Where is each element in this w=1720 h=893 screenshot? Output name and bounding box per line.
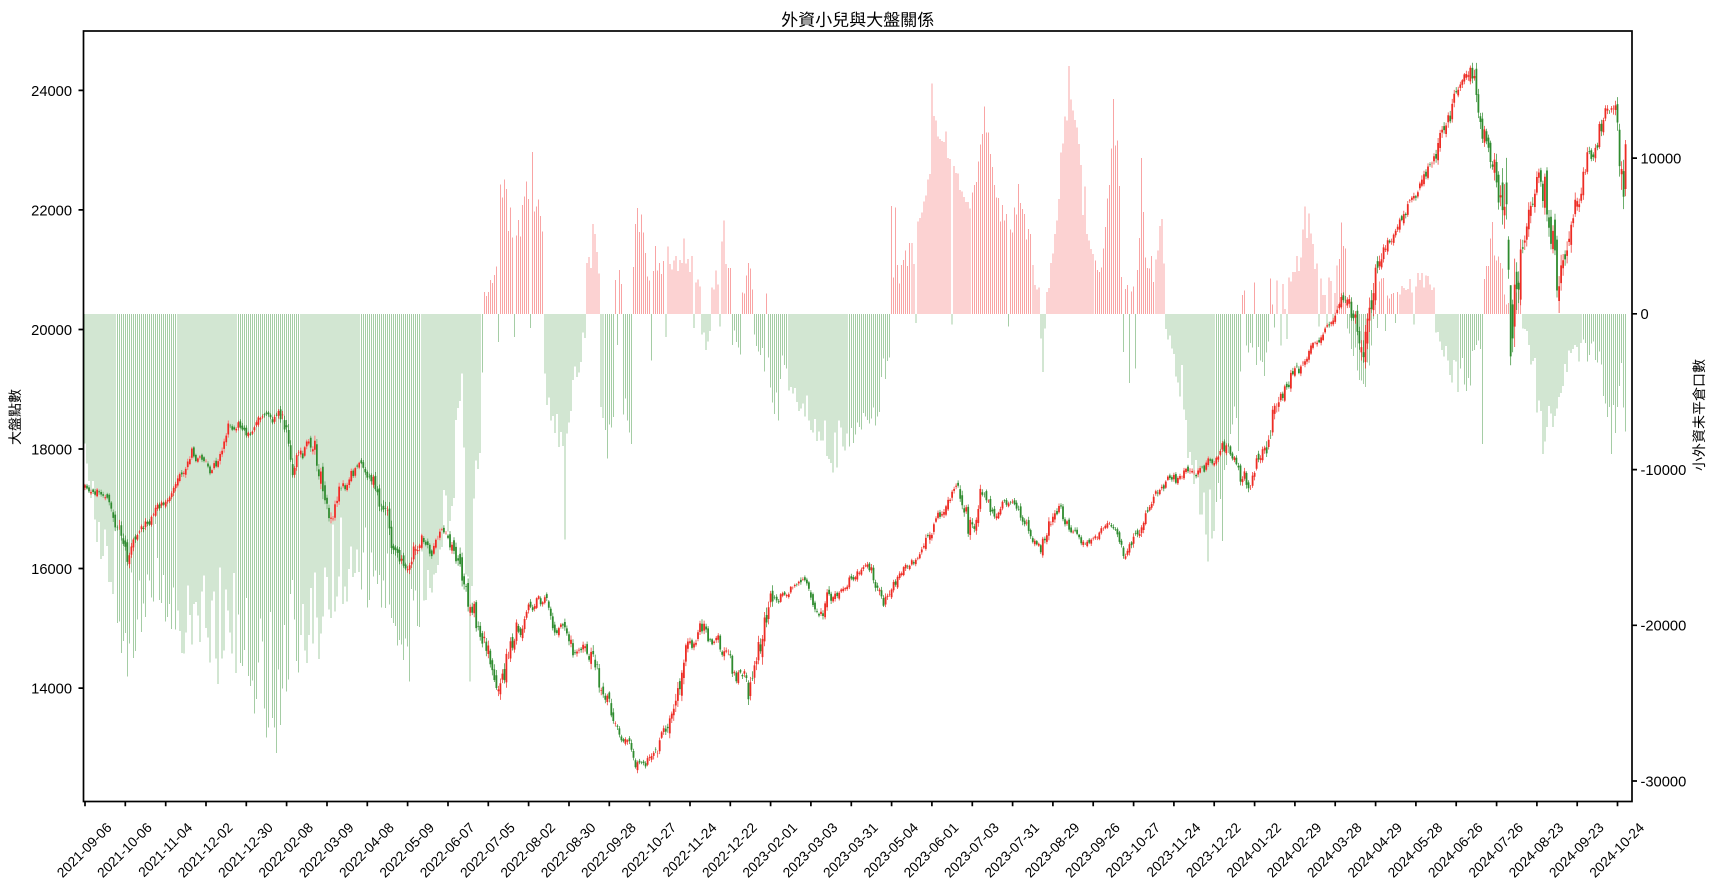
svg-text:22000: 22000 <box>31 203 72 219</box>
svg-text:14000: 14000 <box>31 682 72 698</box>
svg-text:24000: 24000 <box>31 84 72 100</box>
svg-text:16000: 16000 <box>31 562 72 578</box>
svg-text:0: 0 <box>1641 307 1649 323</box>
svg-text:-30000: -30000 <box>1641 774 1687 790</box>
svg-text:18000: 18000 <box>31 442 72 458</box>
svg-text:-20000: -20000 <box>1641 619 1687 635</box>
svg-text:-10000: -10000 <box>1641 463 1687 479</box>
svg-text:20000: 20000 <box>31 323 72 339</box>
svg-text:10000: 10000 <box>1641 152 1682 168</box>
